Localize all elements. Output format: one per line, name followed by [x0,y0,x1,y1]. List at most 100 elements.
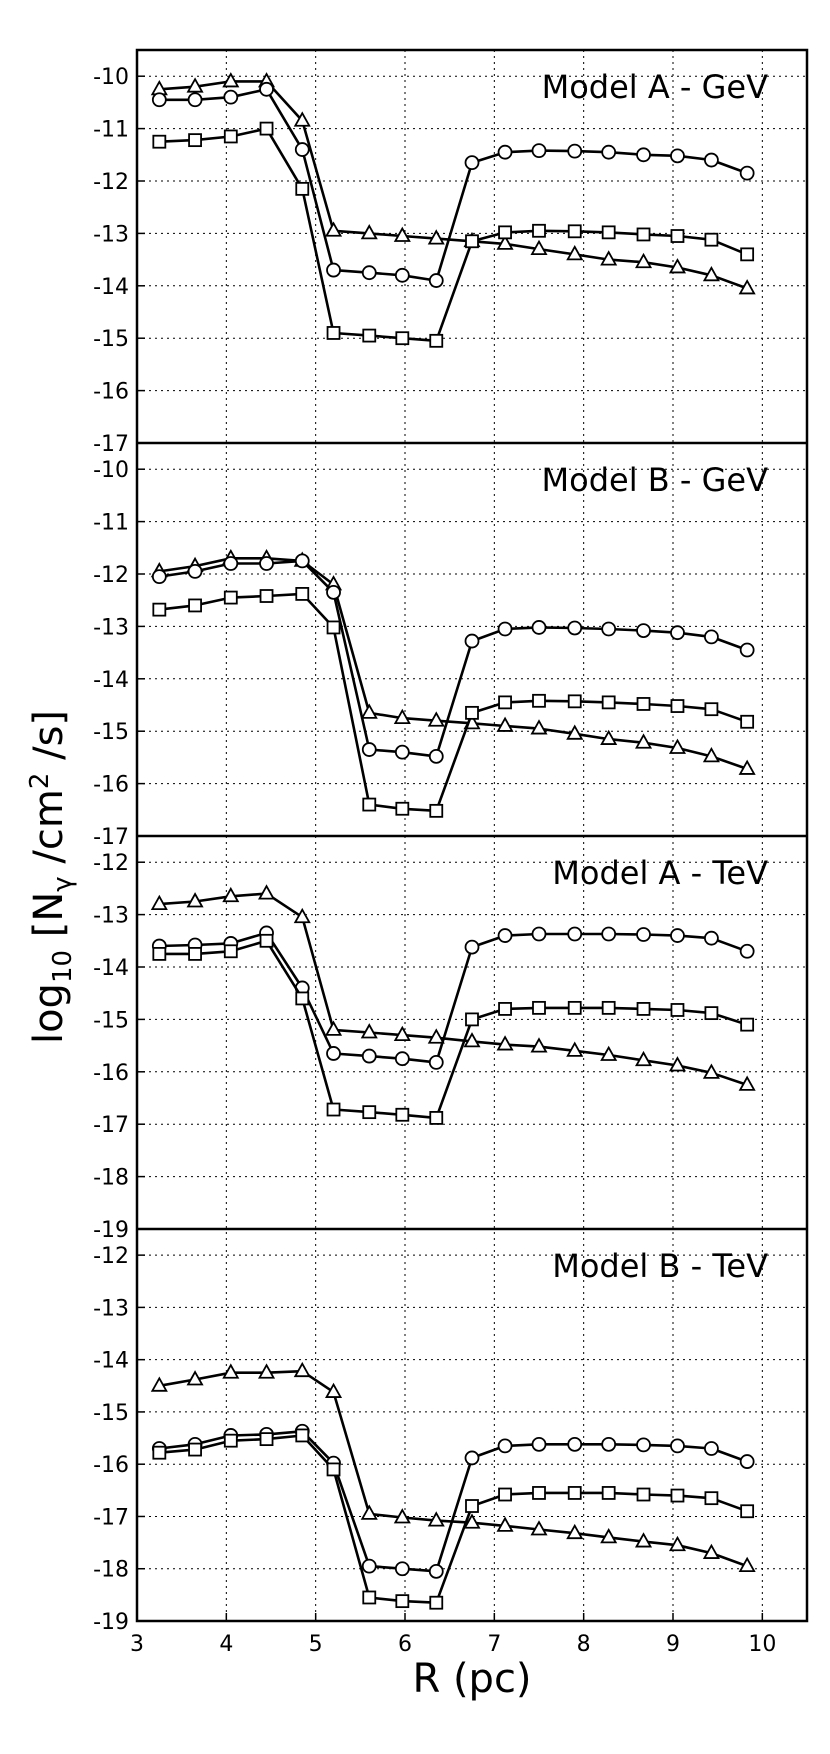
y-tick-label: -13 [93,615,129,640]
square-marker [704,1491,719,1506]
square-marker [395,331,410,346]
triangle-marker [393,1508,411,1524]
circle-marker [464,633,480,649]
circle-marker [361,265,377,281]
y-tick-label: -12 [93,1244,129,1269]
square-marker [465,705,479,720]
circle-marker [361,1048,377,1064]
triangle-marker [324,1020,343,1036]
square-marker [152,134,167,149]
circle-marker [704,1441,719,1456]
grid-layer [137,50,807,1621]
panel-title: Model B - GeV [542,461,769,499]
square-marker [295,181,310,196]
square-marker [498,1487,512,1502]
triangle-marker [222,72,240,88]
y-tick-label: -12 [93,563,129,588]
y-tick-label: -17 [93,825,129,850]
circle-marker [428,1563,444,1579]
triangle-marker [496,1035,514,1051]
square-marker [188,1442,202,1457]
x-tick-label: 5 [309,1632,323,1657]
y-tick-label: -12 [93,170,129,195]
triangle-marker [634,252,653,269]
square-marker [295,1428,310,1443]
circle-marker [187,563,203,579]
y-tick-label: -18 [93,1558,129,1583]
square-marker [223,129,238,144]
circle-marker [739,642,755,658]
y-axis-label: log10 [Nγ /cm2 /s] [25,710,78,1044]
square-marker [429,333,444,348]
triangle-marker [150,1376,168,1392]
square-marker [223,1433,238,1448]
y-axis-label-main: log [26,983,72,1044]
triangle-marker [360,703,378,719]
triangle-marker [427,1511,445,1527]
circle-marker [464,155,480,171]
triangle-marker [463,1032,481,1048]
square-marker [704,1006,719,1021]
triangle-marker [738,1556,756,1573]
square-marker [670,1003,685,1017]
square-marker [362,328,377,343]
square-marker [532,1486,546,1500]
y-axis-label-sub: 10 [48,950,78,983]
triangle-marker [427,1028,445,1044]
circle-marker [531,143,547,159]
square-marker [704,702,719,717]
circle-marker [636,623,651,638]
square-marker [567,694,582,709]
triangle-marker [566,245,584,261]
circle-marker [259,556,274,571]
circle-marker [428,1054,444,1070]
triangle-marker [293,111,311,127]
square-marker [567,224,582,239]
y-tick-label: -17 [93,1113,129,1138]
series-line [159,939,748,1120]
square-marker [601,1486,616,1500]
y-tick-label: -11 [93,511,129,536]
series-line [159,1430,748,1573]
circle-marker [428,748,444,764]
circle-marker [151,92,167,108]
triangle-marker [222,886,240,903]
triangle-marker [702,747,720,763]
series-squares [152,587,755,818]
circle-marker [464,939,480,955]
square-marker [601,225,616,240]
triangle-marker [360,224,378,240]
x-tick-label: 4 [219,1632,233,1657]
circle-marker [294,553,310,569]
square-marker [295,991,310,1006]
square-marker [704,232,719,247]
series-line [159,127,748,343]
circle-marker [394,1561,410,1577]
panel-title: Model A - GeV [542,68,769,106]
square-marker [152,947,167,961]
triangle-marker [530,719,548,735]
circle-marker [670,928,685,943]
triangle-marker [293,907,311,924]
triangle-marker [186,1370,204,1386]
y-tick-label: -12 [93,851,129,876]
square-marker [636,697,651,711]
triangle-marker [324,221,343,237]
square-marker [740,1504,755,1519]
triangle-marker [634,1050,653,1067]
circle-marker [670,1438,685,1454]
square-marker [152,1445,167,1460]
x-tick-label: 6 [398,1632,412,1657]
triangle-marker [324,1382,343,1398]
series-line [159,80,748,290]
circle-marker [326,584,341,600]
y-tick-label: -15 [93,1401,129,1426]
frame-layer [135,48,809,1623]
series-squares [152,1428,755,1610]
circle-marker [567,1436,583,1452]
triangle-marker [463,1513,481,1529]
triangle-marker [668,738,687,754]
y-tick-label: -13 [93,222,129,247]
